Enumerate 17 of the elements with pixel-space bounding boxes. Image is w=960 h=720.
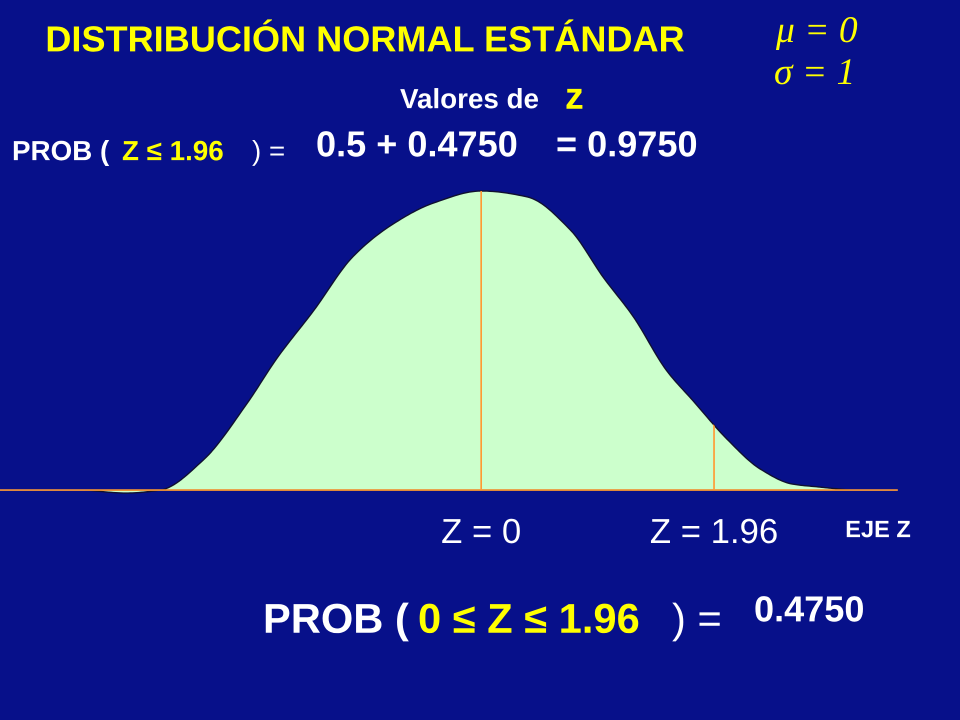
text: 0.5 + 0.4750 bbox=[317, 131, 516, 157]
text: = 0.9750 bbox=[558, 131, 696, 157]
text: 0 ≤ Z ≤ 1.96 bbox=[420, 604, 638, 634]
x-tick-label: Z = 1.96 bbox=[650, 518, 777, 544]
text: PROB ( bbox=[266, 602, 409, 642]
text: ) = bbox=[252, 140, 284, 166]
chart-title: DISTRIBUCIÓN NORMAL ESTÁNDAR bbox=[48, 19, 684, 52]
text: Z ≤ 1.96 bbox=[122, 140, 223, 160]
text: Valores de bbox=[400, 88, 538, 108]
x-tick-label: Z = 0 bbox=[442, 518, 520, 544]
text: z bbox=[566, 88, 582, 109]
x-axis-title: EJE Z bbox=[846, 520, 910, 538]
text: ) = bbox=[672, 602, 720, 642]
text: 0.4750 bbox=[755, 596, 863, 622]
text: μ = 0 bbox=[776, 17, 858, 50]
text: PROB ( bbox=[14, 140, 110, 166]
text: σ = 1 bbox=[775, 59, 852, 84]
